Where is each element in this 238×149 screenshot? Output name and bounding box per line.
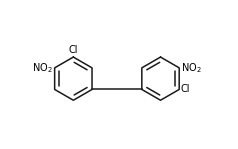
Text: Cl: Cl bbox=[69, 45, 78, 55]
Text: Cl: Cl bbox=[181, 84, 190, 94]
Text: NO$_2$: NO$_2$ bbox=[32, 61, 53, 75]
Text: NO$_2$: NO$_2$ bbox=[181, 61, 202, 75]
